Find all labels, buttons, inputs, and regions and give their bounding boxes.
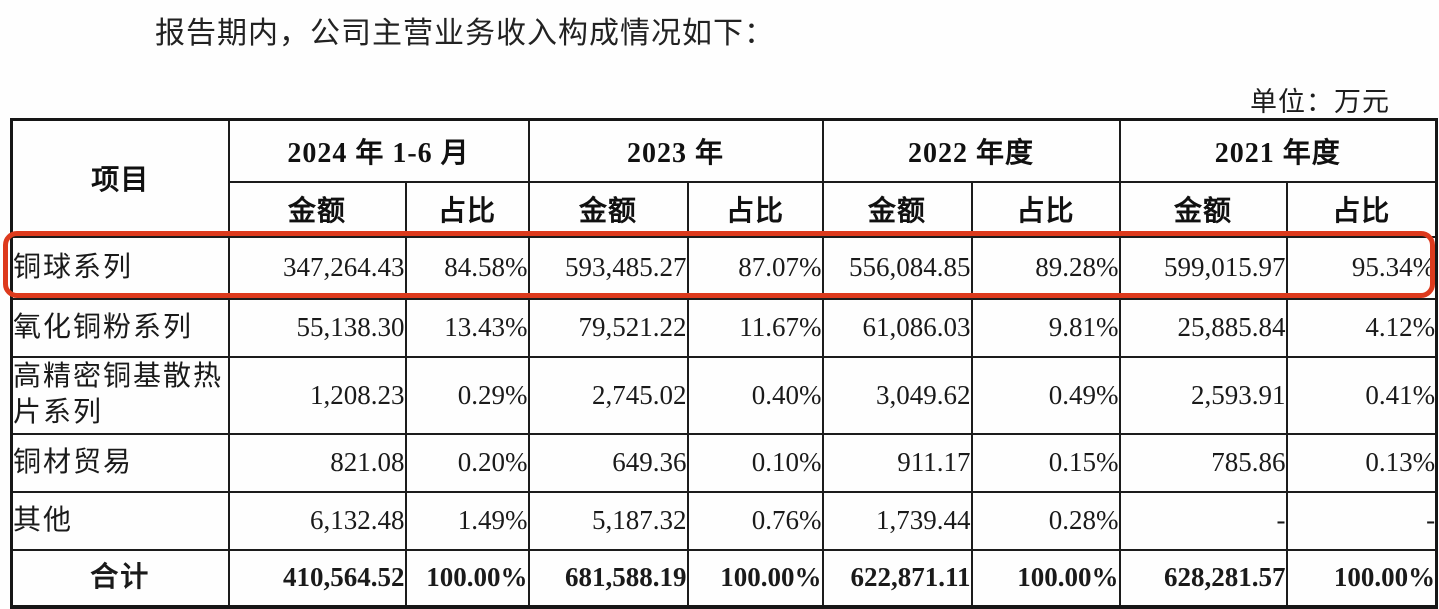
ratio-cell: 0.20%	[404, 432, 530, 493]
ratio-cell: 0.13%	[1285, 432, 1438, 493]
amount-cell: 556,084.85	[821, 235, 973, 300]
amount-cell: 628,281.57	[1118, 548, 1288, 609]
table-row-total: 合计 410,564.52 100.00% 681,588.19 100.00%…	[10, 548, 1438, 609]
amount-cell: 25,885.84	[1118, 297, 1288, 358]
ratio-cell: 0.15%	[970, 432, 1121, 493]
header-period-2024: 2024 年 1-6 月	[227, 118, 530, 183]
header-period-2021: 2021 年度	[1118, 118, 1438, 183]
amount-cell: 410,564.52	[227, 548, 407, 609]
ratio-cell: 100.00%	[686, 548, 824, 609]
ratio-cell: 87.07%	[686, 235, 824, 300]
amount-cell: 1,208.23	[227, 355, 407, 435]
header-ratio-2022: 占比	[970, 180, 1121, 238]
ratio-cell: 13.43%	[404, 297, 530, 358]
table-row-copper-trade: 铜材贸易 821.08 0.20% 649.36 0.10% 911.17 0.…	[10, 432, 1438, 493]
amount-cell: 599,015.97	[1118, 235, 1288, 300]
header-amount-2022: 金额	[821, 180, 973, 238]
amount-cell: 6,132.48	[227, 490, 407, 551]
revenue-composition-table: 项目 2024 年 1-6 月 2023 年 2022 年度 2021 年度 金…	[10, 118, 1439, 609]
ratio-cell: 0.28%	[970, 490, 1121, 551]
item-cell: 铜材贸易	[10, 432, 230, 493]
header-row-periods: 项目 2024 年 1-6 月 2023 年 2022 年度 2021 年度	[10, 118, 1438, 238]
item-cell: 高精密铜基散热片系列	[10, 355, 230, 435]
header-period-2023: 2023 年	[527, 118, 824, 183]
ratio-cell: 1.49%	[404, 490, 530, 551]
ratio-cell: 0.41%	[1285, 355, 1438, 435]
item-cell: 氧化铜粉系列	[10, 297, 230, 358]
header-ratio-2021: 占比	[1285, 180, 1438, 238]
unit-label: 单位：万元	[1250, 87, 1390, 117]
header-amount-2021: 金额	[1118, 180, 1288, 238]
amount-cell: 1,739.44	[821, 490, 973, 551]
ratio-cell: 89.28%	[970, 235, 1121, 300]
item-cell: 铜球系列	[10, 235, 230, 300]
amount-cell: 2,745.02	[527, 355, 689, 435]
table-row-heat-sink: 高精密铜基散热片系列 1,208.23 0.29% 2,745.02 0.40%…	[10, 355, 1438, 435]
ratio-cell: 0.49%	[970, 355, 1121, 435]
amount-cell: 622,871.11	[821, 548, 973, 609]
ratio-cell: 0.76%	[686, 490, 824, 551]
ratio-cell: 100.00%	[1285, 548, 1438, 609]
intro-text: 报告期内，公司主营业务收入构成情况如下：	[155, 17, 775, 50]
amount-cell: 593,485.27	[527, 235, 689, 300]
amount-cell: -	[1118, 490, 1288, 551]
ratio-cell: 100.00%	[404, 548, 530, 609]
table-row-copper-ball: 铜球系列 347,264.43 84.58% 593,485.27 87.07%…	[10, 235, 1438, 300]
amount-cell: 785.86	[1118, 432, 1288, 493]
header-period-2022: 2022 年度	[821, 118, 1121, 183]
header-amount-2024: 金额	[227, 180, 407, 238]
table-row-others: 其他 6,132.48 1.49% 5,187.32 0.76% 1,739.4…	[10, 490, 1438, 551]
ratio-cell: 100.00%	[970, 548, 1121, 609]
table-row-copper-oxide-powder: 氧化铜粉系列 55,138.30 13.43% 79,521.22 11.67%…	[10, 297, 1438, 358]
ratio-cell: 84.58%	[404, 235, 530, 300]
amount-cell: 649.36	[527, 432, 689, 493]
amount-cell: 681,588.19	[527, 548, 689, 609]
amount-cell: 61,086.03	[821, 297, 973, 358]
header-ratio-2024: 占比	[404, 180, 530, 238]
amount-cell: 3,049.62	[821, 355, 973, 435]
ratio-cell: 95.34%	[1285, 235, 1438, 300]
amount-cell: 347,264.43	[227, 235, 407, 300]
amount-cell: 821.08	[227, 432, 407, 493]
amount-cell: 5,187.32	[527, 490, 689, 551]
ratio-cell: 0.40%	[686, 355, 824, 435]
ratio-cell: 0.29%	[404, 355, 530, 435]
header-ratio-2023: 占比	[686, 180, 824, 238]
ratio-cell: 11.67%	[686, 297, 824, 358]
header-item: 项目	[10, 118, 230, 238]
ratio-cell: -	[1285, 490, 1438, 551]
item-cell: 其他	[10, 490, 230, 551]
amount-cell: 911.17	[821, 432, 973, 493]
amount-cell: 2,593.91	[1118, 355, 1288, 435]
total-label-cell: 合计	[10, 548, 230, 609]
ratio-cell: 0.10%	[686, 432, 824, 493]
amount-cell: 79,521.22	[527, 297, 689, 358]
header-amount-2023: 金额	[527, 180, 689, 238]
ratio-cell: 9.81%	[970, 297, 1121, 358]
ratio-cell: 4.12%	[1285, 297, 1438, 358]
amount-cell: 55,138.30	[227, 297, 407, 358]
